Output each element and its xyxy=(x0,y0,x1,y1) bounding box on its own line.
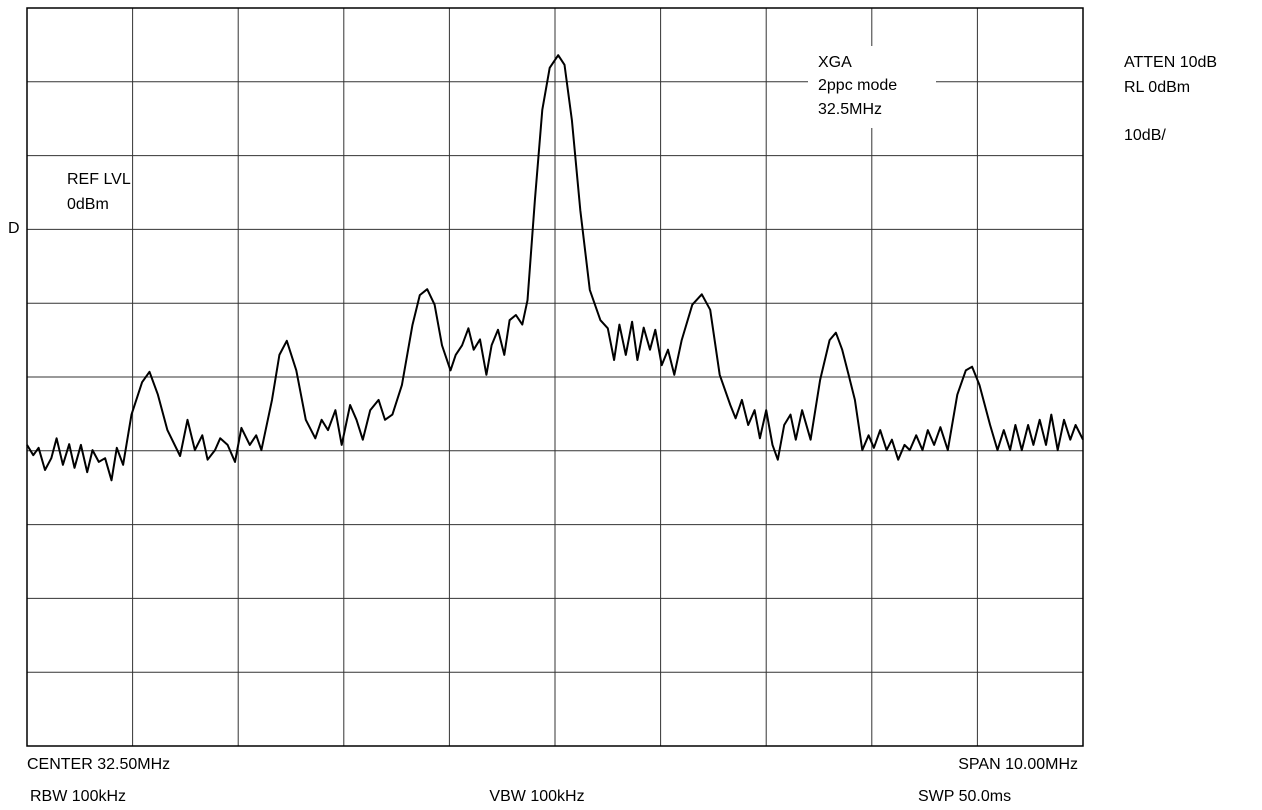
trace-line xyxy=(26,54,1084,482)
marker-label: D xyxy=(8,220,20,237)
footer-label: SWP 50.0ms xyxy=(918,788,1011,805)
setting-label: 10dB/ xyxy=(1124,127,1166,144)
signal-label: 2ppc mode xyxy=(818,77,897,94)
footer-label: RBW 100kHz xyxy=(30,788,126,805)
footer-label: SPAN 10.00MHz xyxy=(958,756,1078,773)
ref-label: REF LVL xyxy=(67,171,131,188)
signal-label: XGA xyxy=(818,54,852,71)
signal-box xyxy=(808,46,936,128)
footer-label: CENTER 32.50MHz xyxy=(27,756,170,773)
footer-label: VBW 100kHz xyxy=(489,788,584,805)
signal-label: 32.5MHz xyxy=(818,101,882,118)
trace-group xyxy=(26,54,1084,482)
setting-label: RL 0dBm xyxy=(1124,79,1190,96)
plot-frame xyxy=(26,7,1084,747)
ref-label: 0dBm xyxy=(67,196,109,213)
setting-label: ATTEN 10dB xyxy=(1124,54,1217,71)
ref-box xyxy=(56,162,130,218)
